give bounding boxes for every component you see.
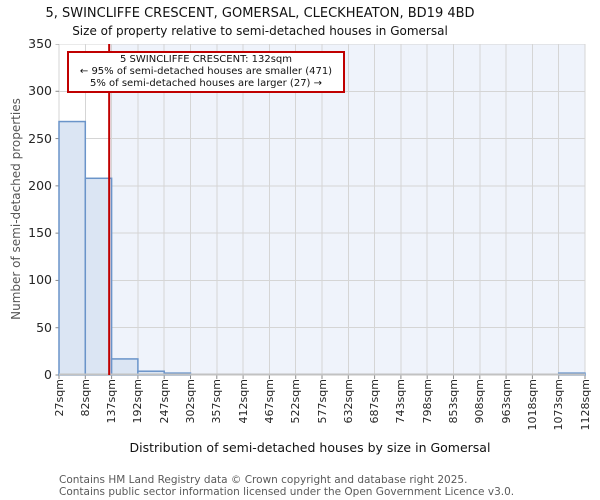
x-tick-label: 1128sqm <box>578 379 592 431</box>
highlight-region <box>109 44 585 375</box>
histogram-bar <box>84 177 113 376</box>
footer-line-1: Contains HM Land Registry data © Crown c… <box>59 474 468 486</box>
x-tick-label: 412sqm <box>236 379 250 424</box>
y-tick-label: 150 <box>28 225 52 241</box>
marker-annotation: 5 SWINCLIFFE CRESCENT: 132sqm ← 95% of s… <box>67 51 345 93</box>
x-tick-label: 27sqm <box>52 379 66 417</box>
chart-subtitle: Size of property relative to semi-detach… <box>72 24 448 38</box>
histogram-bar <box>58 120 87 376</box>
x-tick-label: 577sqm <box>315 379 329 424</box>
x-tick-label: 302sqm <box>184 379 197 424</box>
x-tick-label: 357sqm <box>210 379 224 424</box>
x-tick-label: 522sqm <box>289 379 303 424</box>
x-tick-label: 963sqm <box>499 379 513 424</box>
y-tick-label: 300 <box>28 83 52 99</box>
x-axis-title: Distribution of semi-detached houses by … <box>129 440 491 455</box>
y-tick-label: 50 <box>36 319 52 335</box>
y-tick-label: 0 <box>44 367 52 382</box>
y-tick-label: 100 <box>28 272 52 288</box>
x-tick-label: 192sqm <box>131 379 145 424</box>
x-tick-label: 632sqm <box>341 379 355 424</box>
x-tick-label: 743sqm <box>394 379 408 424</box>
chart-title: 5, SWINCLIFFE CRESCENT, GOMERSAL, CLECKH… <box>45 6 475 21</box>
x-tick-label: 467sqm <box>262 379 276 424</box>
x-tick-label: 798sqm <box>420 379 434 424</box>
footer-line-2: Contains public sector information licen… <box>59 486 515 498</box>
x-tick-label: 687sqm <box>368 379 382 424</box>
y-tick-label: 350 <box>28 36 52 51</box>
x-tick-label: 1018sqm <box>525 379 539 431</box>
x-tick-label: 247sqm <box>157 379 171 424</box>
plot-area <box>55 44 586 379</box>
x-tick-label: 908sqm <box>473 379 487 424</box>
x-tick-label: 1073sqm <box>552 379 566 431</box>
x-tick-label: 853sqm <box>447 379 460 424</box>
y-tick-label: 200 <box>28 177 52 193</box>
annotation-line-3: 5% of semi-detached houses are larger (2… <box>89 78 323 89</box>
annotation-line-2: ← 95% of semi-detached houses are smalle… <box>79 66 333 77</box>
annotation-line-1: 5 SWINCLIFFE CRESCENT: 132sqm <box>119 54 293 65</box>
x-tick-label: 137sqm <box>105 379 119 424</box>
x-tick-label: 82sqm <box>78 379 92 417</box>
histogram-bar <box>110 358 139 376</box>
y-tick-label: 250 <box>28 130 52 146</box>
